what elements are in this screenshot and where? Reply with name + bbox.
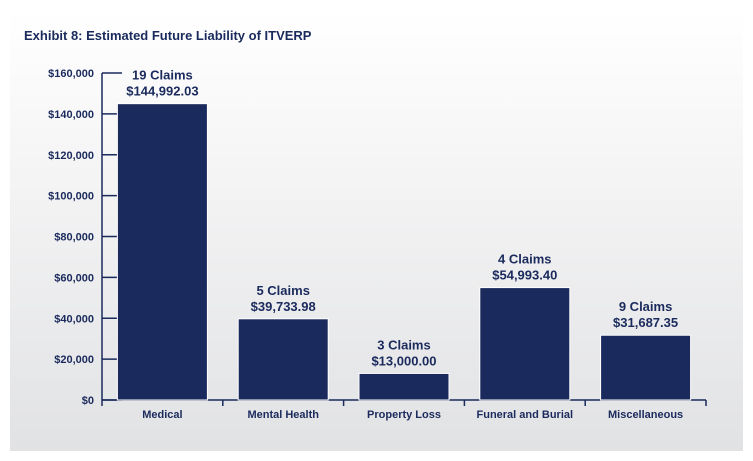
y-tick-label: $140,000 bbox=[48, 109, 94, 121]
bar bbox=[237, 318, 329, 401]
value-label: $144,992.03 bbox=[126, 84, 198, 99]
y-tick-label: $20,000 bbox=[54, 354, 94, 366]
y-tick-label: $60,000 bbox=[54, 272, 94, 284]
x-category-label: Property Loss bbox=[367, 409, 441, 421]
x-category-label: Miscellaneous bbox=[608, 409, 683, 421]
claims-label: 4 Claims bbox=[498, 252, 551, 267]
y-tick-label: $0 bbox=[82, 395, 94, 407]
x-category-label: Mental Health bbox=[247, 409, 319, 421]
chart-bars bbox=[116, 103, 692, 401]
chart-labels: Medical 19 Claims$144,992.03 Mental Health… bbox=[126, 68, 683, 421]
y-tick-label: $100,000 bbox=[48, 191, 94, 203]
value-label: $31,687.35 bbox=[613, 315, 678, 330]
y-tick-label: $160,000 bbox=[48, 68, 94, 80]
y-tick-label: $120,000 bbox=[48, 150, 94, 162]
claims-label: 9 Claims bbox=[619, 299, 672, 314]
bar bbox=[358, 372, 450, 401]
value-label: $13,000.00 bbox=[371, 353, 436, 368]
value-label: $54,993.40 bbox=[492, 268, 557, 283]
claims-label: 5 Claims bbox=[256, 283, 309, 298]
value-label: $39,733.98 bbox=[251, 299, 316, 314]
bar bbox=[479, 287, 571, 401]
x-category-label: Medical bbox=[142, 409, 182, 421]
bar bbox=[600, 334, 692, 401]
y-tick-label: $80,000 bbox=[54, 232, 94, 244]
claims-label: 3 Claims bbox=[377, 337, 430, 352]
y-tick-label: $40,000 bbox=[54, 313, 94, 325]
x-category-label: Funeral and Burial bbox=[477, 409, 574, 421]
bar bbox=[116, 103, 208, 401]
chart-title: Exhibit 8: Estimated Future Liability of… bbox=[24, 28, 312, 43]
chart-axes: $0 $20,000 $40,000 $60,000 $80,000 $100,000 $1… bbox=[48, 68, 707, 407]
claims-label: 19 Claims bbox=[132, 68, 193, 83]
